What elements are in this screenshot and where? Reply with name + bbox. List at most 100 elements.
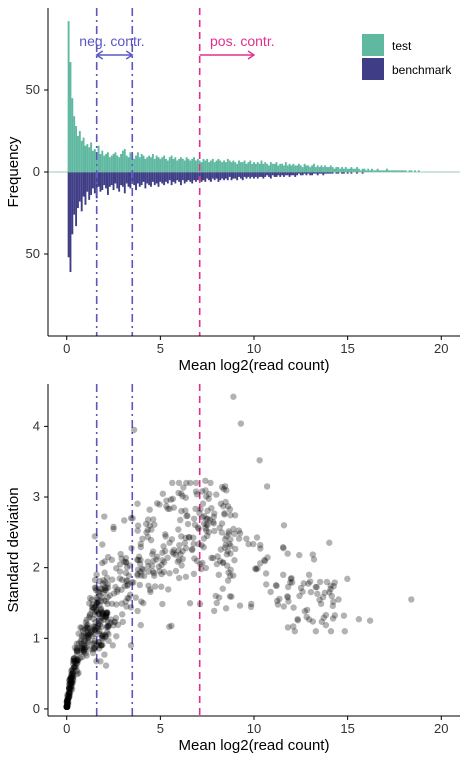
scatter-point — [71, 644, 79, 651]
scatter-panel: 0 5 10 15 20 0 1 2 3 4 Mean log2(read count) Sta… — [5, 384, 460, 754]
scatter-point — [89, 640, 96, 647]
scatter-point — [317, 600, 325, 607]
scatter-point — [190, 534, 197, 541]
scatter-point — [69, 675, 77, 682]
scatter-point — [136, 581, 144, 589]
scatter-point — [91, 644, 99, 651]
scatter-point — [318, 618, 325, 625]
test-bar — [284, 162, 287, 172]
scatter-point — [230, 393, 237, 400]
scatter-point — [66, 675, 74, 683]
test-bar — [93, 149, 96, 172]
scatter-point — [197, 505, 204, 513]
scatter-point — [205, 529, 212, 536]
scatter-point — [227, 566, 234, 574]
scatter-point — [64, 699, 71, 706]
test-bar — [243, 160, 246, 172]
scatter-point — [74, 670, 81, 678]
scatter-point — [149, 548, 157, 555]
scatter-point — [210, 607, 218, 615]
benchmark-bar — [116, 172, 119, 189]
scatter-point — [102, 609, 110, 617]
scatter-point — [213, 560, 221, 568]
scatter-point — [125, 595, 133, 602]
scatter-point — [191, 555, 198, 562]
scatter-point — [124, 581, 132, 588]
scatter-point — [227, 536, 234, 543]
scatter-point — [96, 615, 103, 622]
test-bar — [183, 160, 186, 172]
scatter-point — [66, 693, 73, 700]
scatter-point — [168, 622, 175, 630]
scatter-point — [203, 493, 210, 500]
benchmark-bar — [256, 172, 259, 179]
scatter-point — [125, 572, 133, 579]
scatter-point — [102, 587, 110, 594]
scatter-point — [101, 616, 108, 623]
scatter-point — [161, 559, 168, 566]
test-bar — [320, 165, 323, 172]
scatter-point — [166, 505, 173, 513]
scatter-point — [88, 604, 96, 611]
test-bar — [329, 165, 332, 172]
scatter-point — [81, 638, 88, 645]
test-bar — [397, 170, 400, 172]
scatter-point — [75, 640, 83, 647]
test-bar — [399, 170, 402, 172]
scatter-point — [110, 523, 117, 531]
scatter-point — [93, 641, 101, 649]
scatter-point — [74, 656, 81, 664]
scatter-point — [167, 496, 175, 503]
scatter-point — [68, 679, 75, 686]
scatter-point — [195, 540, 202, 548]
benchmark-bar — [135, 172, 137, 191]
benchmark-bar — [97, 172, 100, 187]
scatter-point — [146, 522, 154, 529]
scatter-point — [68, 683, 75, 691]
scatter-point — [134, 522, 142, 529]
benchmark-bar — [142, 172, 145, 182]
scatter-point — [91, 611, 99, 618]
benchmark-bar — [243, 172, 246, 177]
benchmark-bar — [101, 172, 104, 191]
benchmark-bar — [305, 172, 308, 176]
benchmark-bar — [204, 172, 207, 182]
scatter-point — [95, 638, 102, 646]
scatter-point — [124, 594, 131, 602]
scatter-point — [344, 575, 351, 583]
scatter-point — [257, 545, 264, 552]
scatter-point — [329, 615, 337, 622]
scatter-point — [63, 703, 71, 711]
scatter-point — [101, 569, 108, 576]
scatter-points — [63, 393, 415, 711]
test-bar — [157, 157, 160, 172]
arrow-head-left — [95, 50, 104, 60]
scatter-point — [65, 681, 73, 688]
test-bar — [75, 126, 78, 172]
scatter-point — [63, 699, 71, 706]
benchmark-bar — [316, 172, 319, 176]
scatter-point — [182, 534, 189, 542]
benchmark-bar — [268, 172, 270, 177]
scatter-point — [110, 622, 117, 629]
benchmark-bar — [281, 172, 284, 176]
benchmark-bar — [77, 172, 79, 209]
scatter-point — [90, 615, 97, 622]
scatter-point — [226, 506, 234, 513]
test-bars — [67, 21, 420, 173]
scatter-point — [63, 697, 71, 704]
scatter-point — [64, 696, 71, 703]
y-axis-label: Frequency — [5, 136, 22, 207]
benchmark-bar — [221, 172, 224, 179]
scatter-point — [96, 645, 103, 652]
benchmark-bar — [112, 172, 115, 191]
scatter-point — [90, 630, 97, 638]
scatter-point — [113, 565, 120, 572]
benchmark-bar — [198, 172, 201, 179]
scatter-point — [159, 549, 166, 556]
scatter-point — [212, 592, 219, 600]
scatter-point — [122, 569, 130, 577]
scatter-point — [98, 585, 106, 593]
scatter-point — [114, 621, 122, 629]
test-bar — [138, 157, 141, 172]
